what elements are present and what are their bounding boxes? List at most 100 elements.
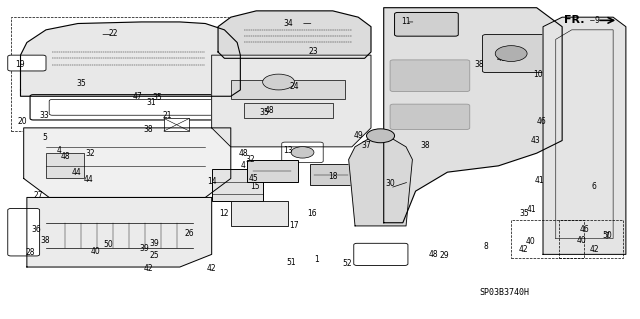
Text: 47: 47: [132, 92, 142, 101]
Bar: [164, 118, 189, 131]
Text: 35: 35: [76, 79, 86, 88]
Text: 48: 48: [239, 149, 248, 158]
FancyBboxPatch shape: [49, 100, 215, 115]
Text: 11: 11: [401, 18, 411, 26]
Polygon shape: [27, 197, 212, 267]
Polygon shape: [212, 55, 371, 147]
Text: 50: 50: [104, 241, 113, 249]
FancyBboxPatch shape: [483, 34, 559, 72]
Text: 29: 29: [440, 251, 449, 260]
Text: 48: 48: [496, 54, 506, 63]
Text: 50: 50: [602, 231, 612, 240]
FancyBboxPatch shape: [282, 142, 323, 163]
Text: 38: 38: [143, 125, 153, 134]
Text: SP03B3740H: SP03B3740H: [480, 288, 530, 297]
Text: 39: 39: [150, 239, 159, 248]
Text: 10: 10: [533, 70, 543, 78]
Text: 27: 27: [33, 191, 43, 200]
Bar: [231, 80, 346, 100]
Text: 38: 38: [420, 141, 430, 150]
Bar: [310, 164, 352, 185]
FancyBboxPatch shape: [8, 209, 40, 256]
Text: 40: 40: [577, 236, 586, 245]
Polygon shape: [218, 11, 371, 58]
Circle shape: [262, 74, 294, 90]
Polygon shape: [384, 8, 562, 223]
Text: 17: 17: [290, 221, 300, 230]
Bar: [212, 169, 262, 201]
Text: 12: 12: [220, 209, 229, 218]
Text: FR.: FR.: [564, 15, 584, 26]
Text: 18: 18: [328, 172, 337, 182]
Text: 37: 37: [361, 141, 371, 150]
Text: 42: 42: [589, 245, 599, 254]
Text: 34: 34: [284, 19, 293, 28]
Bar: [511, 219, 584, 257]
Bar: [559, 219, 623, 257]
Text: 7: 7: [604, 233, 609, 241]
FancyBboxPatch shape: [390, 104, 470, 130]
Text: 4: 4: [241, 161, 246, 170]
Bar: [11, 17, 241, 131]
Text: 23: 23: [309, 48, 319, 56]
Text: 22: 22: [108, 28, 118, 38]
Bar: [231, 201, 288, 226]
Polygon shape: [20, 22, 241, 96]
Text: 40: 40: [525, 237, 535, 246]
Text: 32: 32: [245, 155, 255, 164]
Bar: [246, 160, 298, 182]
Text: 28: 28: [26, 248, 35, 257]
Text: 30: 30: [385, 179, 395, 188]
Text: 33: 33: [40, 111, 49, 120]
Text: 31: 31: [147, 98, 156, 107]
Text: 44: 44: [72, 168, 81, 177]
FancyBboxPatch shape: [8, 55, 46, 71]
Text: 14: 14: [207, 177, 216, 186]
Text: 40: 40: [91, 247, 100, 256]
Text: 9: 9: [595, 16, 600, 25]
Circle shape: [495, 46, 527, 62]
FancyBboxPatch shape: [390, 60, 470, 92]
Text: 24: 24: [290, 82, 300, 91]
Text: 49: 49: [353, 131, 363, 140]
Text: 48: 48: [264, 106, 274, 115]
Text: 52: 52: [342, 259, 352, 268]
Text: 35: 35: [519, 209, 529, 218]
Text: 35: 35: [152, 93, 163, 102]
Text: 6: 6: [591, 182, 596, 191]
Text: 43: 43: [531, 136, 540, 145]
Text: 38: 38: [40, 236, 50, 245]
Text: 42: 42: [207, 264, 216, 273]
Text: 8: 8: [483, 242, 488, 251]
Text: 19: 19: [16, 60, 26, 69]
Text: 45: 45: [248, 174, 258, 183]
Text: 25: 25: [150, 251, 159, 260]
Text: 26: 26: [184, 229, 194, 238]
Text: 38: 38: [474, 60, 484, 69]
Text: 39: 39: [140, 244, 150, 253]
Text: 20: 20: [18, 117, 28, 126]
Text: 13: 13: [284, 145, 293, 154]
Text: 41: 41: [535, 175, 545, 185]
Circle shape: [367, 129, 394, 143]
Text: 32: 32: [86, 149, 95, 158]
Text: 51: 51: [287, 258, 296, 267]
Text: 46: 46: [580, 225, 589, 234]
Polygon shape: [24, 128, 231, 197]
Text: 42: 42: [519, 245, 529, 254]
Text: 15: 15: [250, 182, 260, 191]
Text: 36: 36: [31, 225, 42, 234]
Text: 42: 42: [143, 264, 153, 273]
Text: 5: 5: [42, 133, 47, 143]
Text: 21: 21: [163, 111, 172, 120]
Text: 1: 1: [314, 255, 319, 263]
Polygon shape: [543, 17, 626, 254]
Bar: [244, 103, 333, 118]
Bar: [46, 153, 84, 178]
Text: 4: 4: [56, 145, 61, 154]
Text: 16: 16: [307, 209, 317, 218]
FancyBboxPatch shape: [394, 12, 458, 36]
Text: 48: 48: [429, 250, 438, 259]
FancyBboxPatch shape: [354, 243, 408, 265]
Text: 41: 41: [527, 205, 536, 214]
